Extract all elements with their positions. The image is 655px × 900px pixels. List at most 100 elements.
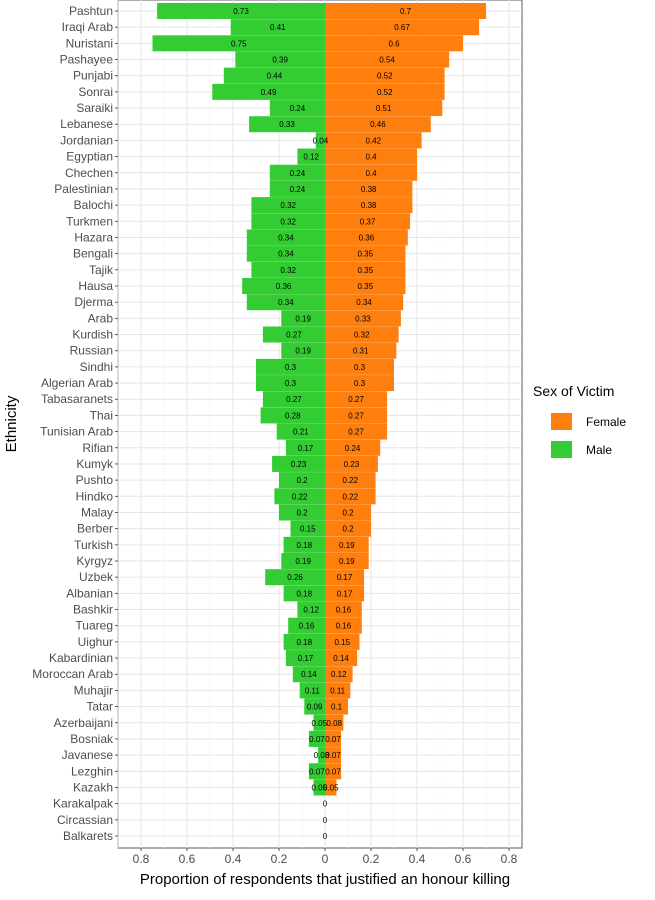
data-label-male: 0.26 <box>287 573 303 582</box>
data-label-female: 0.19 <box>339 557 355 566</box>
bar-female <box>325 245 406 262</box>
bar-female <box>325 779 337 796</box>
bar-male <box>318 747 325 764</box>
y-tick-label: Albanian <box>66 586 113 600</box>
bar-female <box>325 747 342 764</box>
bar-female <box>325 19 480 36</box>
y-tick-label: Kabardinian <box>49 651 113 665</box>
data-label-male: 0.03 <box>314 751 330 760</box>
data-label-female: 0.07 <box>325 751 341 760</box>
x-tick-label: 0.8 <box>501 852 518 866</box>
y-tick-label: Pushto <box>76 473 114 487</box>
data-label-male: 0.18 <box>297 638 313 647</box>
y-tick-label: Turkmen <box>66 214 113 228</box>
bar-female <box>325 633 360 650</box>
x-tick-label: 0 <box>322 852 329 866</box>
data-label-female: 0.23 <box>344 460 360 469</box>
data-label-zero: 0 <box>323 832 328 841</box>
bar-female <box>325 3 486 19</box>
x-tick-label: 0.6 <box>179 852 196 866</box>
data-label-female: 0.4 <box>365 153 377 162</box>
y-tick-label: Berber <box>77 522 113 536</box>
x-axis-title: Proportion of respondents that justified… <box>140 871 510 888</box>
bar-female <box>325 763 342 780</box>
bar-female <box>325 310 401 327</box>
x-axis-ticks: 0.8 0.6 0.4 0.2 0 0.2 0.4 0.6 0.8 <box>133 848 518 866</box>
y-tick-label: Tuareg <box>75 619 113 633</box>
data-label-female: 0.27 <box>348 428 364 437</box>
bars <box>152 3 486 796</box>
bar-male <box>235 51 325 68</box>
bar-female <box>325 213 411 230</box>
y-tick-label: Thai <box>90 408 113 422</box>
data-label-male: 0.41 <box>270 23 286 32</box>
data-label-male: 0.12 <box>303 153 319 162</box>
data-label-male: 0.39 <box>272 56 288 65</box>
y-tick-label: Egyptian <box>66 150 113 164</box>
data-label-female: 0.17 <box>337 573 353 582</box>
data-label-female: 0.4 <box>365 169 377 178</box>
legend-title: Sex of Victim <box>533 383 614 399</box>
x-tick-label: 0.4 <box>409 852 426 866</box>
y-tick-label: Tabasaranets <box>41 392 113 406</box>
bar-male <box>262 326 325 343</box>
data-label-female: 0.11 <box>330 686 346 695</box>
y-tick-label: Bengali <box>73 247 113 261</box>
data-label-male: 0.16 <box>299 622 315 631</box>
legend-key-female <box>551 413 572 430</box>
data-label-male: 0.28 <box>285 411 301 420</box>
bar-female <box>325 553 369 569</box>
data-label-female: 0.46 <box>370 120 386 129</box>
legend: Sex of Victim Female Male <box>533 383 626 458</box>
y-tick-label: Punjabi <box>73 69 113 83</box>
data-label-female: 0.36 <box>359 233 375 242</box>
y-tick-label: Nuristani <box>66 36 113 50</box>
data-label-female: 0.15 <box>334 638 350 647</box>
bar-female <box>325 520 371 537</box>
y-tick-label: Uzbek <box>79 570 114 584</box>
data-label-male: 0.75 <box>231 39 247 48</box>
bar-female <box>325 714 344 731</box>
data-label-male: 0.32 <box>280 217 296 226</box>
bar-female <box>325 164 417 181</box>
bar-female <box>325 294 404 311</box>
y-tick-label: Tunisian Arab <box>40 425 113 439</box>
bar-male <box>281 342 325 359</box>
bar-female <box>325 100 443 117</box>
data-label-female: 0.2 <box>342 525 354 534</box>
data-label-male: 0.73 <box>233 7 249 16</box>
data-label-male: 0.14 <box>301 670 317 679</box>
data-label-male: 0.24 <box>290 185 306 194</box>
data-label-male: 0.3 <box>285 379 297 388</box>
x-tick-label: 0.2 <box>271 852 288 866</box>
data-label-male: 0.49 <box>261 88 277 97</box>
data-label-female: 0.12 <box>331 670 347 679</box>
bar-female <box>325 358 394 375</box>
bar-male <box>276 423 325 440</box>
data-label-male: 0.12 <box>303 606 319 615</box>
y-tick-label: Uighur <box>78 635 113 649</box>
bar-male <box>249 116 325 133</box>
bar-male <box>283 633 325 650</box>
bar-female <box>325 342 397 359</box>
y-tick-label: Balkarets <box>63 829 113 843</box>
bar-female <box>325 569 365 586</box>
y-tick-label: Balochi <box>74 198 113 212</box>
data-label-female: 0.52 <box>377 72 393 81</box>
data-label-male: 0.05 <box>311 719 327 728</box>
data-label-female: 0.14 <box>333 654 349 663</box>
bar-male <box>212 83 325 100</box>
data-label-female: 0.38 <box>361 201 377 210</box>
y-tick-label: Turkish <box>74 538 113 552</box>
data-label-female: 0.6 <box>388 39 400 48</box>
bar-male <box>256 358 325 375</box>
bar-male <box>283 585 325 602</box>
data-label-male: 0.34 <box>278 233 294 242</box>
data-label-female: 0.3 <box>354 379 366 388</box>
data-label-male: 0.24 <box>290 104 306 113</box>
data-label-male: 0.07 <box>309 735 325 744</box>
bar-male <box>279 504 325 521</box>
y-tick-label: Kazakh <box>73 780 113 794</box>
bar-female <box>325 35 463 52</box>
y-tick-label: Russian <box>70 344 113 358</box>
